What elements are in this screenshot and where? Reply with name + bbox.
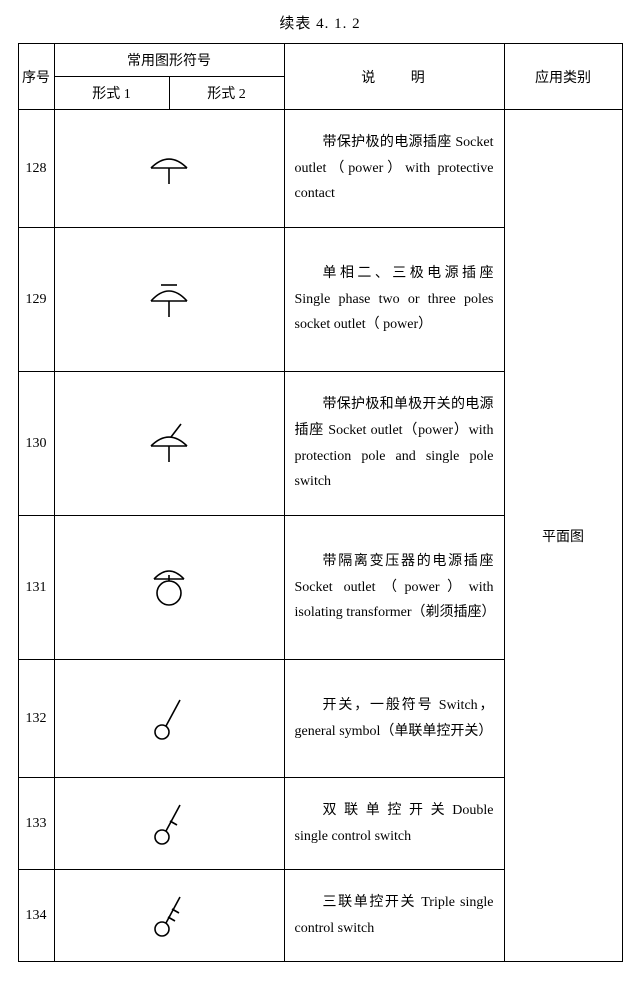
socket-protection-switch-icon [139,420,199,468]
symbol-cell [54,778,284,870]
col-form1-header: 形式 1 [54,77,169,110]
desc-cell: 三联单控开关 Triple single control switch [284,870,504,962]
seq-cell: 134 [18,870,54,962]
symbol-cell [54,372,284,516]
desc-cell: 单相二、三极电源插座 Single phase two or three pol… [284,228,504,372]
header-row-1: 序号 常用图形符号 说 明 应用类别 [18,44,622,77]
socket-isolating-transformer-icon [139,561,199,615]
symbol-cell [54,110,284,228]
col-form2-header: 形式 2 [169,77,284,110]
desc-cell: 双 联 单 控 开 关 Double single control switch [284,778,504,870]
table-row: 128 带保护极的电源插座 Socket outlet（power）with p… [18,110,622,228]
seq-cell: 128 [18,110,54,228]
symbol-cell [54,660,284,778]
col-desc-header: 说 明 [284,44,504,110]
switch-general-icon [146,694,192,744]
seq-cell: 130 [18,372,54,516]
category-cell: 平面图 [504,110,622,962]
desc-cell: 带保护极的电源插座 Socket outlet（power）with prote… [284,110,504,228]
desc-cell: 带保护极和单极开关的电源插座 Socket outlet（power）with … [284,372,504,516]
symbol-cell [54,516,284,660]
symbols-table: 序号 常用图形符号 说 明 应用类别 形式 1 形式 2 128 [18,43,623,962]
seq-cell: 129 [18,228,54,372]
seq-cell: 131 [18,516,54,660]
seq-cell: 132 [18,660,54,778]
desc-cell: 带隔离变压器的电源插座 Socket outlet（power）with iso… [284,516,504,660]
symbol-cell [54,228,284,372]
switch-triple-icon [146,891,192,941]
symbol-cell [54,870,284,962]
col-seq-header: 序号 [18,44,54,110]
socket-single-phase-icon [139,275,199,325]
desc-cell: 开关，一般符号 Switch，general symbol（单联单控开关） [284,660,504,778]
switch-double-icon [146,799,192,849]
table-title: 续表 4. 1. 2 [12,12,628,33]
col-symbols-header: 常用图形符号 [54,44,284,77]
socket-protective-icon [139,148,199,190]
col-category-header: 应用类别 [504,44,622,110]
seq-cell: 133 [18,778,54,870]
